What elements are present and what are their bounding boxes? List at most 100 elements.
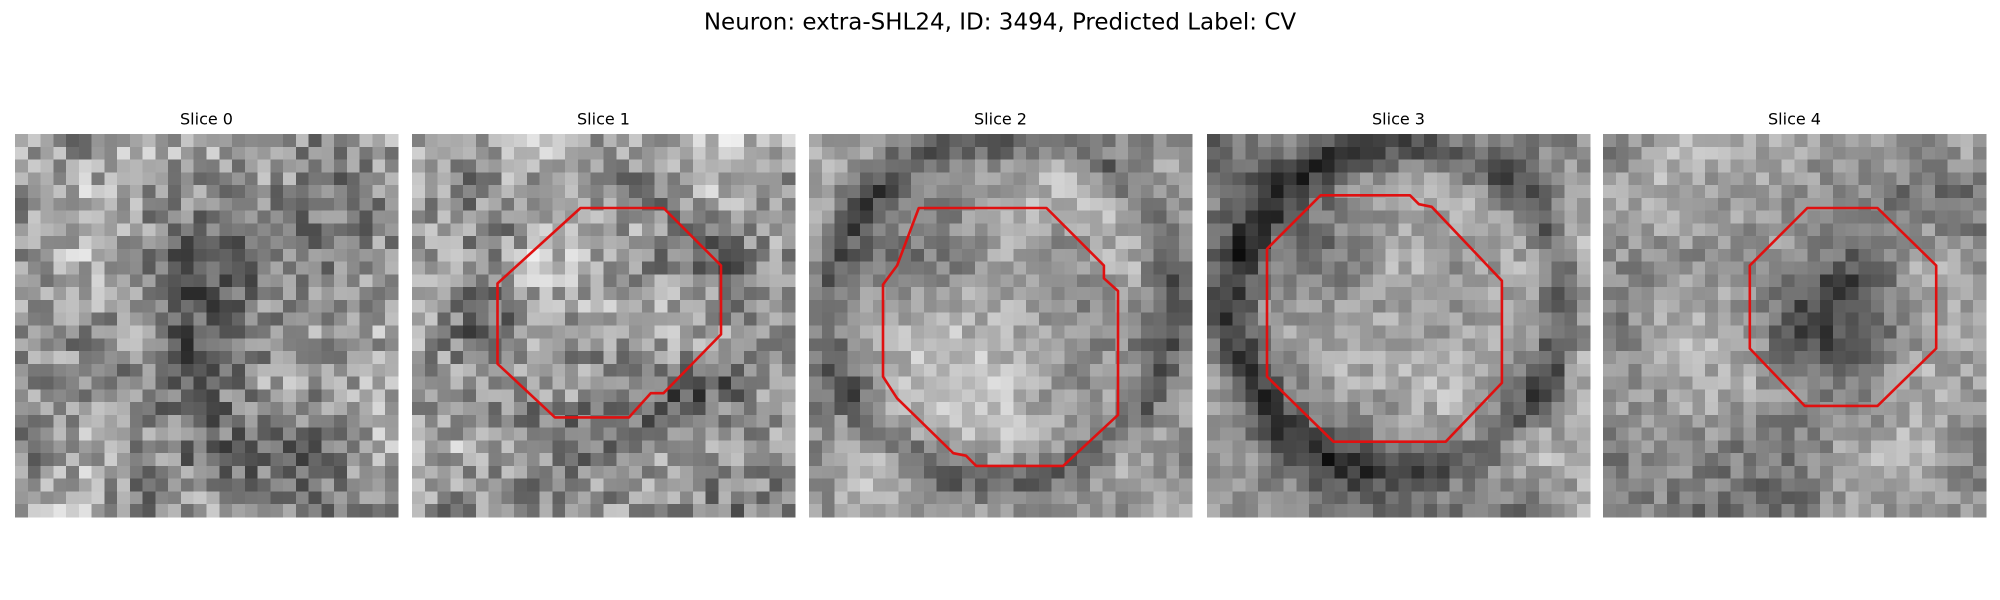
pixel xyxy=(1538,402,1553,416)
pixel xyxy=(616,389,630,403)
pixel xyxy=(463,185,477,199)
pixel xyxy=(1102,338,1116,352)
pixel xyxy=(424,414,439,429)
pixel xyxy=(1424,236,1438,250)
pixel xyxy=(1424,325,1438,339)
pixel xyxy=(629,299,643,314)
pixel xyxy=(488,427,502,441)
pixel xyxy=(743,312,758,327)
pixel xyxy=(821,274,836,288)
pixel xyxy=(1832,274,1847,288)
pixel xyxy=(705,274,719,288)
pixel xyxy=(1615,299,1630,314)
pixel xyxy=(1077,389,1091,403)
pixel xyxy=(1564,325,1578,339)
pixel xyxy=(40,389,54,403)
pixel xyxy=(1245,248,1259,263)
pixel xyxy=(53,491,67,505)
pixel xyxy=(1166,491,1180,505)
pixel xyxy=(1922,172,1936,186)
pixel xyxy=(1666,223,1681,237)
pixel xyxy=(270,197,284,212)
pixel xyxy=(424,440,439,454)
pixel xyxy=(1360,261,1374,276)
pixel xyxy=(1347,248,1361,263)
pixel xyxy=(769,299,783,314)
pixel xyxy=(1705,376,1719,390)
pixel xyxy=(641,312,656,327)
pixel xyxy=(1270,146,1285,161)
pixel xyxy=(1372,465,1387,480)
pixel xyxy=(1564,172,1578,186)
pixel xyxy=(1692,134,1706,148)
pixel xyxy=(1462,504,1476,518)
pixel xyxy=(514,402,528,416)
pixel xyxy=(1385,274,1400,288)
pixel xyxy=(923,491,938,505)
pixel xyxy=(769,491,783,505)
pixel xyxy=(1102,440,1116,454)
pixel xyxy=(1960,389,1974,403)
pixel xyxy=(321,210,335,224)
pixel xyxy=(1538,159,1553,173)
pixel xyxy=(1615,389,1630,403)
pixel xyxy=(270,402,284,416)
pixel xyxy=(1436,427,1451,441)
pixel xyxy=(488,261,502,276)
pixel xyxy=(1283,248,1297,263)
pixel xyxy=(53,312,67,327)
pixel xyxy=(1538,440,1553,454)
pixel xyxy=(66,465,80,480)
pixel xyxy=(782,172,796,186)
pixel xyxy=(641,159,656,173)
pixel xyxy=(539,146,554,161)
pixel xyxy=(641,376,656,390)
pixel xyxy=(1026,299,1040,314)
pixel xyxy=(66,402,80,416)
pixel xyxy=(565,402,579,416)
pixel xyxy=(1321,248,1336,263)
pixel xyxy=(1628,414,1642,429)
pixel xyxy=(1179,248,1193,263)
pixel xyxy=(1360,363,1374,378)
pixel xyxy=(385,389,399,403)
pixel xyxy=(193,223,208,237)
pixel xyxy=(501,299,515,314)
pixel xyxy=(168,210,182,224)
pixel xyxy=(552,159,566,173)
pixel xyxy=(1577,299,1591,314)
pixel xyxy=(104,299,118,314)
pixel xyxy=(1960,287,1974,301)
pixel xyxy=(1666,159,1681,173)
pixel xyxy=(321,376,335,390)
pixel xyxy=(1577,325,1591,339)
pixel xyxy=(1654,414,1668,429)
pixel xyxy=(1089,159,1104,173)
pixel xyxy=(117,338,131,352)
pixel xyxy=(1270,248,1285,263)
pixel xyxy=(1832,351,1847,365)
pixel xyxy=(1628,172,1642,186)
pixel xyxy=(809,299,823,314)
pixel xyxy=(756,197,771,212)
pixel xyxy=(987,376,1002,390)
pixel xyxy=(180,261,195,276)
pixel xyxy=(539,351,554,365)
pixel xyxy=(1692,427,1706,441)
pixel xyxy=(1832,159,1847,173)
pixel xyxy=(526,376,541,390)
pixel xyxy=(1487,504,1502,518)
pixel xyxy=(412,299,426,314)
pixel xyxy=(1140,197,1155,212)
pixel xyxy=(1102,248,1116,263)
pixel xyxy=(1526,299,1540,314)
pixel xyxy=(1551,427,1566,441)
pixel xyxy=(1896,210,1910,224)
pixel xyxy=(1947,274,1962,288)
pixel xyxy=(91,504,105,518)
pixel xyxy=(1219,478,1234,493)
pixel xyxy=(244,376,259,390)
pixel xyxy=(1960,134,1974,148)
pixel xyxy=(552,236,566,250)
pixel xyxy=(629,261,643,276)
